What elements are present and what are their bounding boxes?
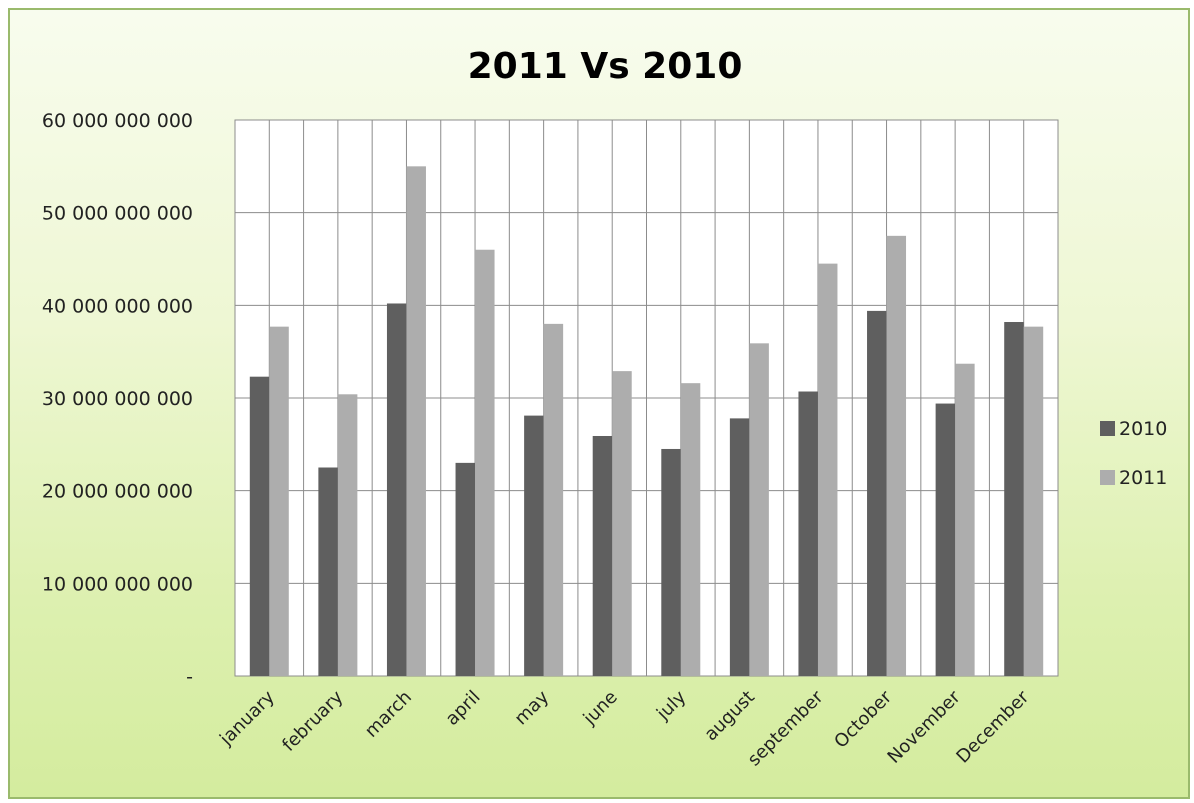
chart-title: 2011 Vs 2010 xyxy=(468,46,743,87)
x-tick-label: November xyxy=(884,686,965,767)
bar-2011-september xyxy=(817,263,838,676)
x-tick-label: june xyxy=(579,687,622,730)
bar-2011-march xyxy=(406,166,426,677)
bar-2011-may xyxy=(543,323,564,676)
bar-2011-december xyxy=(1023,326,1044,676)
x-tick-label: january xyxy=(215,686,279,750)
legend-label-2010: 2010 xyxy=(1119,418,1167,440)
bar-2010-january xyxy=(249,376,270,676)
bar-2010-march xyxy=(386,303,407,676)
bar-2010-june xyxy=(592,435,613,676)
y-tick-label: 30 000 000 000 xyxy=(42,388,193,410)
bar-2011-april xyxy=(475,249,495,676)
x-tick-label: september xyxy=(744,686,828,770)
x-tick-label: february xyxy=(278,686,347,755)
bar-2010-september xyxy=(798,391,818,676)
x-tick-label: april xyxy=(442,687,485,730)
bar-2011-january xyxy=(269,326,289,676)
y-tick-label: 20 000 000 000 xyxy=(42,481,193,503)
bar-2011-june xyxy=(612,371,632,676)
bar-2010-october xyxy=(867,310,887,676)
bar-2010-february xyxy=(318,467,338,676)
x-tick-label: august xyxy=(700,687,758,745)
bar-2010-august xyxy=(729,418,750,676)
y-tick-label: - xyxy=(186,666,193,688)
x-tick-label: july xyxy=(652,686,690,724)
bar-2011-july xyxy=(680,383,701,676)
bar-2010-april xyxy=(455,462,476,676)
x-tick-label: may xyxy=(511,686,554,729)
x-tick-label: October xyxy=(830,686,896,752)
bar-2011-august xyxy=(749,343,769,676)
legend-swatch-2010 xyxy=(1100,421,1115,436)
y-tick-label: 60 000 000 000 xyxy=(42,110,193,132)
bar-2011-february xyxy=(337,394,358,676)
bar-2010-july xyxy=(661,448,681,676)
bar-2010-november xyxy=(935,403,956,676)
x-tick-label: march xyxy=(361,687,416,742)
bar-2010-may xyxy=(524,415,544,676)
x-tick-label: December xyxy=(952,686,1033,767)
y-tick-label: 10 000 000 000 xyxy=(42,573,193,595)
bar-2011-november xyxy=(955,363,975,676)
y-tick-label: 50 000 000 000 xyxy=(42,203,193,225)
y-tick-label: 40 000 000 000 xyxy=(42,295,193,317)
legend-label-2011: 2011 xyxy=(1119,467,1167,489)
legend: 2010 2011 xyxy=(1100,418,1167,489)
legend-swatch-2011 xyxy=(1100,470,1115,485)
plot-area: - 10 000 000 000 20 000 000 000 30 000 000 … xyxy=(42,110,1059,770)
bar-2011-october xyxy=(886,235,907,677)
bar-2010-december xyxy=(1004,322,1024,676)
